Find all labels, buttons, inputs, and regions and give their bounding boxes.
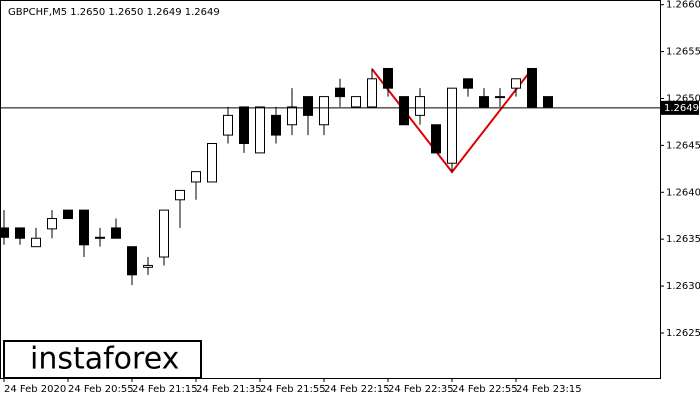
candle-body	[463, 78, 473, 89]
logo-box	[3, 340, 202, 379]
candle-body	[191, 171, 201, 183]
candle-body	[79, 209, 89, 246]
candle-body	[223, 114, 233, 136]
candle-body	[0, 227, 9, 238]
last-price-label: 1.2649	[664, 103, 699, 114]
candle-body	[335, 87, 345, 98]
last-price-box	[661, 100, 699, 115]
chart-title: GBPCHF,M5 1.2650 1.2650 1.2649 1.2649	[8, 7, 220, 18]
candle-body	[95, 236, 105, 239]
candle-body	[527, 67, 537, 108]
y-tick-label: 1.2630	[666, 281, 700, 292]
y-tick-label: 1.2650	[666, 93, 700, 104]
logo: instaforex	[30, 342, 179, 377]
candle-body	[447, 87, 457, 164]
candle-body	[287, 106, 297, 126]
x-tick-label: 24 Feb 22:55	[452, 384, 518, 395]
plot-frame	[0, 0, 661, 379]
candle-body	[319, 96, 329, 126]
y-tick-label: 1.2625	[666, 328, 700, 339]
candle-body	[351, 96, 361, 108]
x-tick-label: 24 Feb 22:35	[388, 384, 454, 395]
candle-body	[143, 264, 153, 268]
candle-body	[383, 67, 393, 89]
x-tick-label: 24 Feb 20:55	[68, 384, 134, 395]
candle-body	[111, 227, 121, 239]
candle-body	[479, 96, 489, 108]
y-tick-label: 1.2660	[666, 0, 700, 11]
candle-body	[127, 246, 137, 276]
candle-body	[175, 189, 185, 201]
x-tick-label: 24 Feb 21:15	[132, 384, 198, 395]
candle-body	[207, 143, 217, 183]
candle-body	[495, 96, 505, 99]
candle-body	[271, 114, 281, 136]
candle-body	[31, 237, 41, 248]
candle-body	[399, 96, 409, 126]
candle-body	[431, 124, 441, 154]
candle-body	[367, 78, 377, 108]
candle-body	[255, 106, 265, 154]
candle-body	[239, 106, 249, 145]
y-tick-label: 1.2640	[666, 187, 700, 198]
candle-body	[511, 78, 521, 89]
x-tick-label: 24 Feb 21:55	[260, 384, 326, 395]
x-tick-label: 24 Feb 21:35	[196, 384, 262, 395]
candle-body	[47, 218, 57, 230]
candle-body	[63, 209, 73, 220]
candle-body	[159, 209, 169, 258]
y-tick-label: 1.2635	[666, 234, 700, 245]
y-tick-label: 1.2645	[666, 140, 700, 151]
candle-body	[15, 227, 25, 239]
candle-body	[303, 96, 313, 116]
x-tick-label: 24 Feb 23:15	[516, 384, 582, 395]
x-tick-label: 24 Feb 2020	[4, 384, 66, 395]
candle-body	[543, 96, 553, 108]
y-tick-label: 1.2655	[666, 47, 700, 58]
x-tick-label: 24 Feb 22:15	[324, 384, 390, 395]
candle-body	[415, 96, 425, 116]
